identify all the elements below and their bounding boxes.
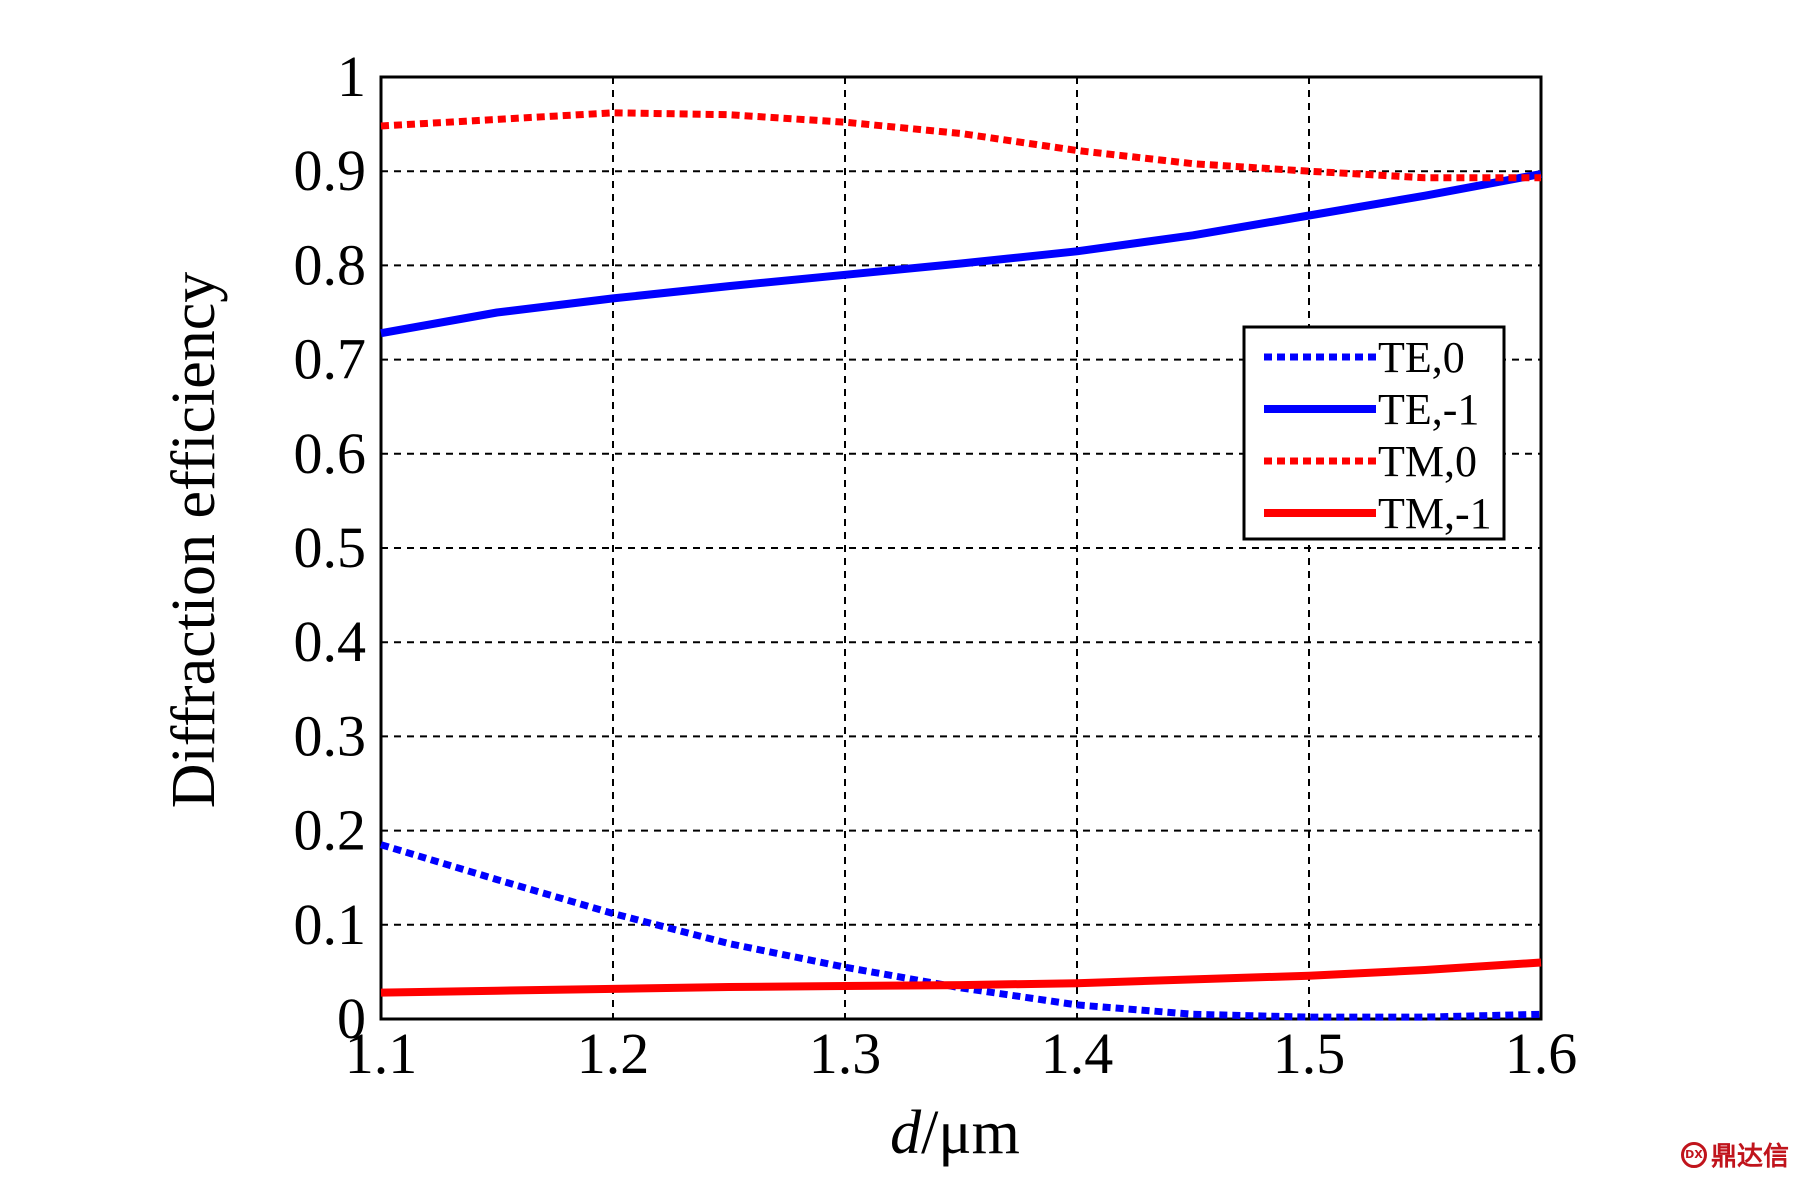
- x-axis-label: d/μm: [890, 1099, 1020, 1167]
- x-tick-label: 1.6: [1505, 1021, 1578, 1086]
- legend-box: [1242, 325, 1506, 541]
- y-tick-label: 0.1: [294, 892, 367, 957]
- y-tick-label: 0.4: [294, 609, 367, 674]
- legend: TE,0TE,-1TM,0TM,-1: [1242, 325, 1506, 541]
- y-tick-label: 0.8: [294, 232, 367, 297]
- y-tick-label: 0.3: [294, 703, 367, 768]
- y-tick-label: 0: [337, 986, 366, 1051]
- series-line-3: [380, 109, 1541, 182]
- y-tick-labels: 0 0.1 0.2 0.3 0.4 0.5 0.6 0.7 0.8 0.9 1: [294, 44, 367, 1051]
- x-tick-label: 1.4: [1041, 1021, 1114, 1086]
- series-layer: [379, 109, 1542, 1021]
- plot-frame: [379, 75, 1543, 1021]
- legend-label: TM,0: [1378, 437, 1477, 486]
- x-tick-label: 1.2: [577, 1021, 650, 1086]
- series-line-2: [380, 170, 1542, 338]
- x-axis-label-symbol: d: [890, 1099, 922, 1167]
- watermark: DX 鼎达信: [1680, 1136, 1789, 1173]
- grid-lines: [380, 76, 1542, 1020]
- y-tick-label: 0.7: [294, 327, 367, 392]
- y-tick-label: 1: [337, 44, 366, 109]
- watermark-text: 鼎达信: [1710, 1142, 1789, 1172]
- x-tick-labels: 1.1 1.2 1.3 1.4 1.5 1.6: [345, 1021, 1578, 1086]
- x-tick-label: 1.3: [809, 1021, 882, 1086]
- y-tick-label: 0.2: [294, 798, 367, 863]
- y-axis-label: Diffraction efficiency: [160, 272, 228, 809]
- legend-label: TE,0: [1378, 333, 1465, 382]
- x-axis-label-unit: /μm: [921, 1099, 1020, 1167]
- x-tick-label: 1.5: [1273, 1021, 1346, 1086]
- y-tick-label: 0.9: [294, 138, 367, 203]
- series-line-4: [380, 958, 1542, 997]
- legend-label: TE,-1: [1378, 385, 1479, 434]
- y-tick-label: 0.6: [294, 421, 367, 486]
- x-tick-label: 1.1: [345, 1021, 418, 1086]
- y-tick-label: 0.5: [294, 515, 367, 580]
- legend-label: TM,-1: [1378, 489, 1492, 538]
- watermark-seal-icon: DX: [1680, 1141, 1707, 1168]
